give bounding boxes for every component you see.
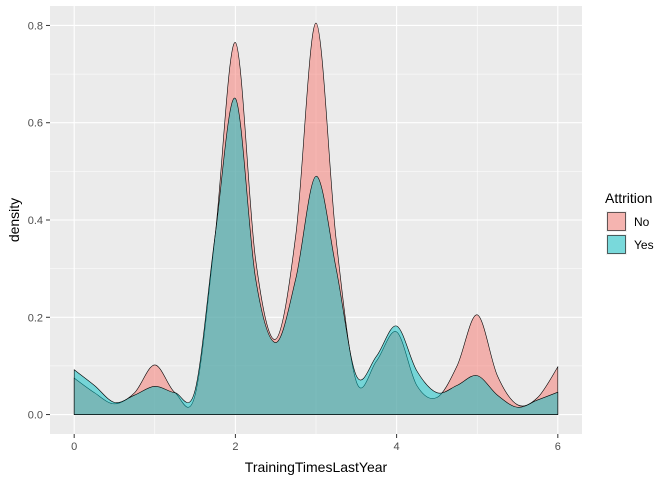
x-tick-label: 4: [394, 441, 400, 453]
legend-label-no: No: [634, 215, 650, 229]
x-axis-title: TrainingTimesLastYear: [245, 459, 388, 475]
y-tick-label: 0.0: [28, 410, 43, 422]
y-axis-title: density: [6, 198, 22, 242]
x-tick-label: 2: [232, 441, 238, 453]
y-tick-label: 0.8: [28, 20, 43, 32]
y-axis-ticks: 0.0 0.2 0.4 0.6 0.8: [28, 20, 50, 422]
density-area-yes: [73, 98, 559, 415]
legend-key-no: [607, 212, 626, 231]
x-tick-label: 0: [71, 441, 77, 453]
legend-items: No Yes: [606, 211, 654, 255]
x-axis-ticks: 0 2 4 6: [71, 434, 561, 453]
legend-label-yes: Yes: [634, 238, 654, 252]
y-tick-label: 0.6: [28, 118, 43, 130]
legend-title: Attrition: [605, 190, 652, 206]
density-series: [73, 22, 559, 415]
y-tick-label: 0.2: [28, 312, 43, 324]
legend-key-yes: [607, 235, 626, 254]
legend: Attrition No Yes: [605, 190, 654, 255]
y-tick-label: 0.4: [28, 215, 43, 227]
x-tick-label: 6: [555, 441, 561, 453]
